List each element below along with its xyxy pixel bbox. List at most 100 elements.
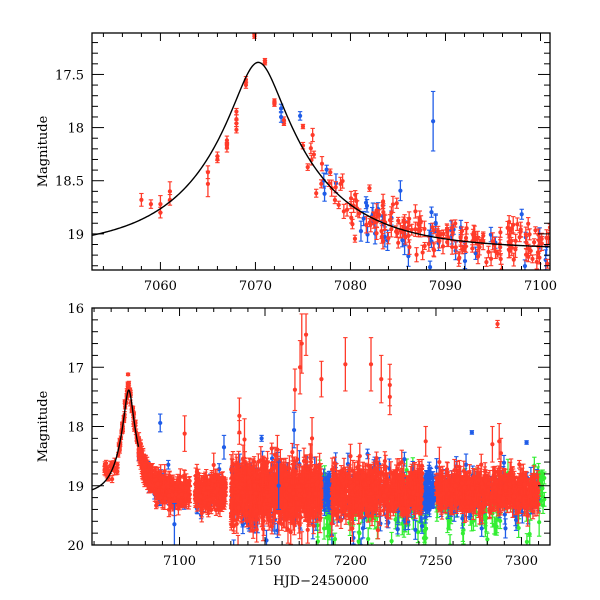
data-point-blue bbox=[429, 206, 434, 218]
marker bbox=[310, 132, 315, 138]
marker bbox=[418, 219, 424, 224]
data-point-green bbox=[389, 531, 394, 545]
marker bbox=[450, 230, 455, 235]
plot-area bbox=[92, 33, 550, 270]
x-tick-label: 7100 bbox=[524, 279, 557, 294]
marker bbox=[158, 202, 163, 207]
data-point-red bbox=[352, 234, 358, 243]
marker bbox=[501, 460, 507, 465]
marker bbox=[539, 241, 544, 246]
marker bbox=[389, 539, 394, 544]
marker bbox=[349, 215, 354, 220]
marker bbox=[401, 219, 406, 224]
data-point-red bbox=[409, 223, 414, 236]
marker bbox=[403, 235, 408, 240]
data-point-red bbox=[431, 241, 436, 257]
marker bbox=[224, 145, 230, 150]
data-point-green bbox=[369, 542, 374, 545]
marker bbox=[367, 186, 372, 191]
marker bbox=[167, 189, 173, 194]
marker bbox=[224, 138, 230, 143]
data-point-red bbox=[481, 231, 486, 241]
data-point-red bbox=[224, 142, 230, 153]
data-point-red bbox=[530, 254, 535, 264]
marker bbox=[364, 222, 369, 227]
data-point-red bbox=[215, 155, 220, 164]
marker bbox=[475, 254, 481, 259]
data-point-red bbox=[413, 204, 418, 219]
marker bbox=[205, 181, 211, 187]
marker bbox=[243, 82, 249, 88]
marker bbox=[389, 227, 394, 232]
data-point-red bbox=[344, 202, 350, 217]
data-point-green bbox=[392, 549, 396, 562]
marker bbox=[331, 547, 335, 551]
marker bbox=[326, 473, 332, 478]
data-point-red bbox=[406, 211, 412, 227]
data-point-red bbox=[441, 229, 446, 239]
data-point-red bbox=[539, 235, 544, 252]
data-point-red bbox=[336, 200, 341, 210]
marker bbox=[395, 526, 400, 532]
marker bbox=[407, 216, 412, 221]
marker bbox=[511, 222, 516, 227]
marker bbox=[319, 181, 324, 186]
data-point-red bbox=[319, 179, 324, 189]
data-point-red bbox=[308, 142, 314, 155]
data-point-red bbox=[386, 231, 391, 245]
data-point-red bbox=[498, 226, 503, 238]
data-point-blue bbox=[398, 180, 403, 202]
marker bbox=[336, 202, 341, 208]
y-tick-label: 18 bbox=[67, 122, 84, 137]
data-point-red bbox=[511, 216, 516, 234]
marker bbox=[427, 503, 432, 508]
data-point-red bbox=[430, 222, 435, 232]
marker bbox=[526, 254, 531, 259]
marker bbox=[396, 240, 401, 245]
data-point-blue bbox=[364, 199, 370, 213]
plot-area bbox=[92, 313, 547, 562]
marker bbox=[148, 202, 154, 207]
marker bbox=[490, 239, 495, 244]
data-point-red bbox=[396, 237, 401, 249]
marker bbox=[463, 235, 469, 240]
marker bbox=[477, 245, 482, 250]
marker bbox=[392, 553, 396, 557]
data-point-blue bbox=[430, 90, 436, 152]
marker bbox=[319, 161, 325, 166]
marker bbox=[509, 238, 514, 244]
data-point-red bbox=[511, 252, 516, 267]
marker bbox=[513, 247, 518, 252]
marker bbox=[532, 240, 537, 245]
data-point-red bbox=[523, 226, 529, 243]
data-point-red bbox=[533, 226, 538, 235]
data-point-green bbox=[540, 479, 545, 497]
data-point-red bbox=[272, 101, 277, 107]
marker bbox=[488, 232, 493, 237]
marker bbox=[486, 249, 491, 255]
marker bbox=[545, 261, 550, 266]
data-point-red bbox=[460, 244, 465, 255]
data-point-red bbox=[484, 257, 489, 267]
data-point-blue bbox=[473, 246, 478, 260]
marker bbox=[506, 247, 511, 252]
marker bbox=[409, 227, 414, 232]
data-point-red bbox=[319, 156, 325, 172]
marker bbox=[389, 210, 394, 215]
marker bbox=[503, 526, 508, 531]
marker bbox=[420, 250, 425, 255]
marker bbox=[311, 152, 317, 157]
x-tick-label: 7090 bbox=[429, 279, 462, 294]
marker bbox=[522, 263, 528, 269]
marker bbox=[475, 235, 480, 240]
marker bbox=[158, 210, 163, 215]
marker bbox=[361, 216, 366, 221]
marker bbox=[511, 257, 516, 262]
data-point-red bbox=[380, 193, 386, 209]
x-tick-label: 7080 bbox=[334, 279, 367, 294]
marker bbox=[429, 210, 434, 215]
marker bbox=[381, 209, 386, 215]
data-point-blue bbox=[297, 111, 303, 121]
marker bbox=[460, 247, 465, 252]
marker bbox=[405, 226, 411, 231]
